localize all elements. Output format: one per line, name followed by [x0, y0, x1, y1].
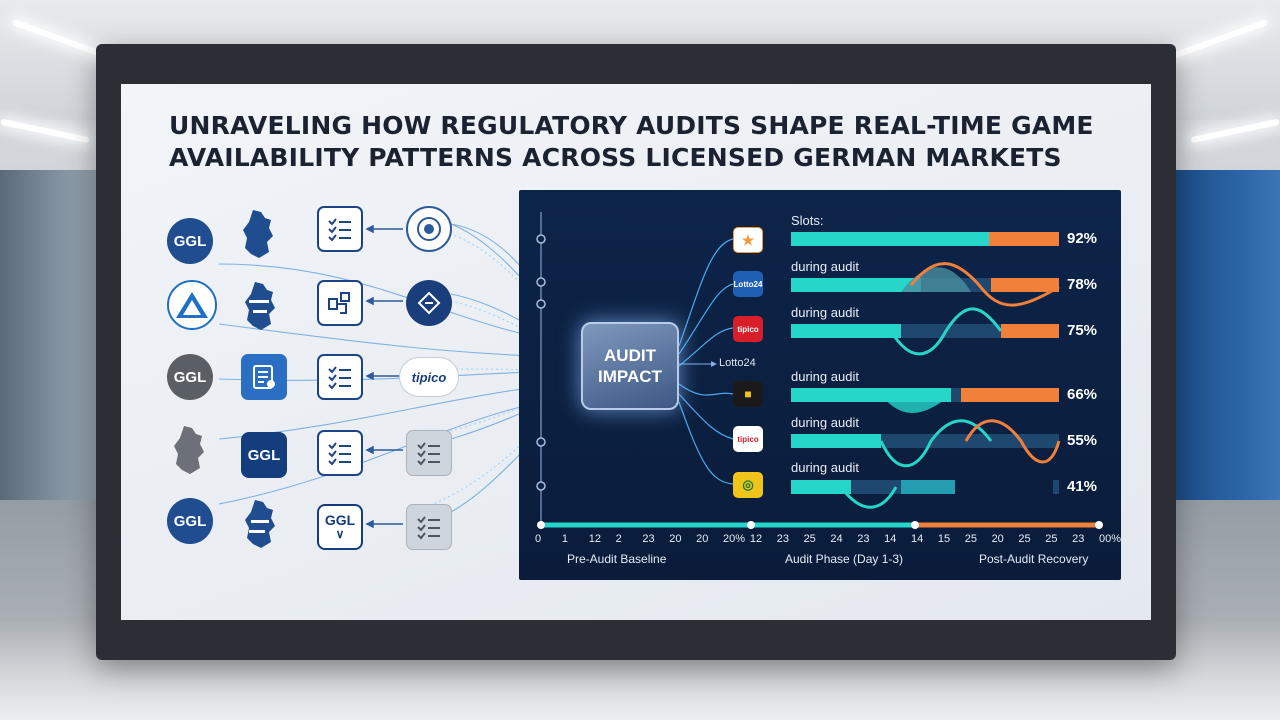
timeline-tick-label: 23 [857, 533, 870, 545]
page-title: UNRAVELING HOW REGULATORY AUDITS SHAPE R… [169, 110, 1109, 174]
timeline-tick-label: 25 [803, 533, 816, 545]
timeline-tick-label: 20 [991, 533, 1004, 545]
document-list-icon [241, 354, 287, 400]
timeline-tick-label: 2 [615, 533, 622, 545]
checklist-icon [406, 430, 452, 476]
germany-map-icon [243, 280, 277, 332]
row-label-1: Slots: [791, 213, 824, 228]
row-percent-5: 55% [1067, 432, 1098, 449]
row-logo-2: Lotto24 [733, 271, 763, 297]
phase-post-audit: Post-Audit Recovery [979, 552, 1089, 566]
panel-graphics [536, 212, 1103, 529]
checklist-icon [317, 430, 363, 476]
audit-impact-node: AUDIT IMPACT [581, 322, 679, 410]
monitor-screen: UNRAVELING HOW REGULATORY AUDITS SHAPE R… [121, 84, 1151, 620]
ggl-logo-icon: GGL ∨ [317, 504, 363, 550]
office-wall-display-right [1170, 170, 1280, 500]
audit-label: AUDIT [604, 346, 656, 365]
row-logo-4: ■ [733, 381, 763, 407]
checklist-icon [317, 354, 363, 400]
germany-map-icon [243, 498, 277, 550]
timeline-tick-label: 23 [642, 533, 655, 545]
timeline-tick-label: 24 [830, 533, 843, 545]
compass-icon [406, 206, 452, 252]
timeline-tick-label: 00% [1099, 533, 1122, 545]
timeline-tick-label: 1 [561, 533, 568, 545]
row-label-4: during audit [791, 369, 859, 384]
row-percent-2: 78% [1067, 276, 1098, 293]
diamond-arrows-icon [406, 280, 452, 326]
timeline-tick-label: 25 [1018, 533, 1031, 545]
timeline-tick-label: 20% [723, 533, 746, 545]
timeline-tick-label: 12 [588, 533, 601, 545]
ceiling-light [0, 118, 90, 144]
timeline-tick-label: 20 [669, 533, 682, 545]
row-label-3: during audit [791, 305, 859, 320]
timeline-tick-label: 25 [964, 533, 977, 545]
timeline-tick-label: 0 [535, 533, 542, 545]
timeline-tick-label: 23 [776, 533, 789, 545]
lotto24-label: Lotto24 [719, 357, 756, 369]
row-logo-1: ★ [733, 227, 763, 253]
germany-map-icon [169, 424, 209, 476]
row-logo-5: tipico [733, 426, 763, 452]
timeline-tick-label: 20 [696, 533, 709, 545]
ggl-logo-icon: GGL [167, 498, 213, 544]
title-line-1: UNRAVELING HOW REGULATORY AUDITS SHAPE R… [169, 111, 1094, 140]
timeline-ticks: 0 1 12 2 23 20 20 20% 12 23 25 24 23 14 14 15 25 20 25 25 23… [535, 533, 1121, 549]
warning-triangle-logo-icon [167, 280, 217, 330]
row-percent-1: 92% [1067, 230, 1098, 247]
ggl-logo-icon: GGL [167, 354, 213, 400]
row-percent-4: 66% [1067, 386, 1098, 403]
timeline-tick-label: 12 [749, 533, 763, 545]
title-line-2: AVAILABILITY PATTERNS ACROSS LICENSED GE… [169, 143, 1062, 172]
timeline-tick-label: 14 [884, 533, 897, 545]
ggl-logo-icon: GGL [241, 432, 287, 478]
ggl-logo-icon: GGL [167, 218, 213, 264]
workflow-icon [317, 280, 363, 326]
row-percent-6: 41% [1067, 478, 1098, 495]
row-logo-3: tipico [733, 316, 763, 342]
impact-label: IMPACT [598, 367, 662, 386]
row-logo-6: ◎ [733, 472, 763, 498]
row-label-5: during audit [791, 415, 859, 430]
ceiling-light [1190, 118, 1280, 144]
germany-map-icon [241, 208, 275, 260]
row-percent-3: 75% [1067, 322, 1098, 339]
phase-audit: Audit Phase (Day 1-3) [785, 552, 904, 566]
timeline-tick-label: 23 [1072, 533, 1085, 545]
timeline-tick-label: 25 [1045, 533, 1058, 545]
timeline-tick-label: 14 [911, 533, 924, 545]
row-label-2: during audit [791, 259, 859, 274]
phase-pre-audit: Pre-Audit Baseline [567, 552, 667, 566]
tipico-logo-icon: tipico [399, 357, 459, 397]
row-label-6: during audit [791, 460, 859, 475]
office-window-left [0, 170, 110, 500]
checklist-icon [406, 504, 452, 550]
timeline-tick-label: 15 [937, 533, 951, 545]
checklist-icon [317, 206, 363, 252]
